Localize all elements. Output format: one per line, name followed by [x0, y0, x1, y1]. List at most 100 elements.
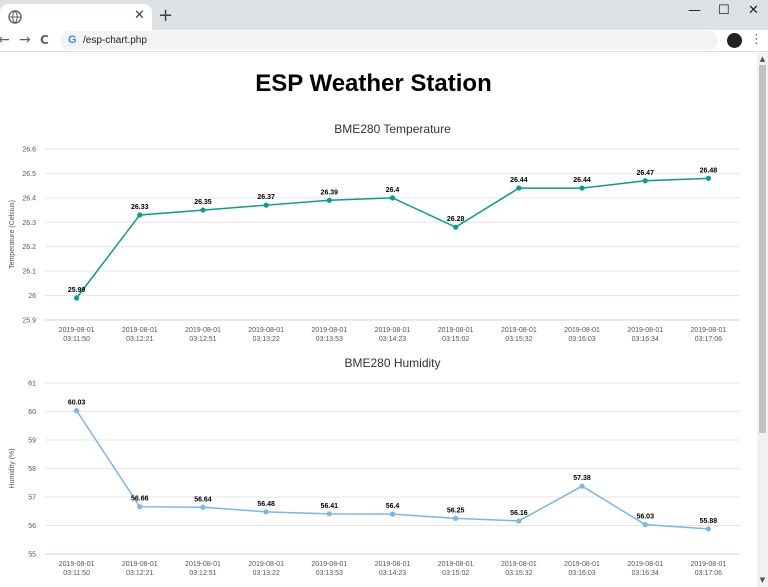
data-point: [642, 522, 648, 528]
x-tick-time: 03:15:02: [442, 336, 469, 343]
data-label: 26.4: [386, 187, 400, 194]
x-tick-date: 2019-08-01: [248, 327, 284, 334]
forward-button[interactable]: →: [19, 32, 31, 48]
profile-avatar[interactable]: [727, 33, 742, 48]
close-window-button[interactable]: ✕: [748, 3, 759, 18]
globe-icon: [8, 10, 22, 24]
x-tick-date: 2019-08-01: [375, 327, 411, 334]
data-label: 55.88: [700, 518, 718, 525]
data-point: [326, 197, 332, 203]
data-point: [579, 483, 585, 489]
data-point: [200, 207, 206, 213]
browser-tab[interactable]: ✕: [0, 4, 152, 30]
x-tick-date: 2019-08-01: [122, 327, 158, 334]
data-label: 56.4: [386, 503, 400, 510]
maximize-button[interactable]: ☐: [718, 3, 730, 18]
data-label: 26.44: [573, 177, 591, 184]
chart-title: BME280 Temperature: [334, 122, 451, 136]
x-tick-time: 03:15:32: [505, 570, 532, 577]
x-tick-date: 2019-08-01: [501, 327, 537, 334]
scroll-down-arrow-icon[interactable]: ▼: [759, 576, 766, 584]
data-label: 26.44: [510, 177, 528, 184]
data-point: [516, 185, 522, 191]
data-label: 26.35: [194, 199, 212, 206]
browser-toolbar: ← → C G /esp-chart.php ⋮: [0, 30, 768, 52]
x-tick-date: 2019-08-01: [59, 327, 95, 334]
x-tick-time: 03:16:34: [632, 570, 659, 577]
data-point: [642, 178, 648, 184]
y-tick-label: 26.2: [22, 244, 36, 251]
temperature-chart: BME280 Temperature 25.9 26 26.1 26.2 26.3 26.4…: [9, 122, 740, 343]
data-label: 56.41: [321, 503, 339, 510]
x-tick-date: 2019-08-01: [185, 327, 221, 334]
scroll-thumb[interactable]: [759, 65, 766, 433]
x-tick-date: 2019-08-01: [564, 327, 600, 334]
new-tab-button[interactable]: +: [158, 5, 174, 26]
y-tick-label: 56: [28, 523, 36, 530]
reload-button[interactable]: C: [40, 33, 49, 47]
y-tick-label: 26: [28, 293, 36, 300]
x-tick-time: 03:12:51: [189, 570, 216, 577]
data-point: [137, 212, 143, 218]
x-tick-time: 03:12:21: [126, 570, 153, 577]
minimize-button[interactable]: —: [688, 3, 701, 18]
x-tick-date: 2019-08-01: [501, 561, 537, 568]
y-tick-label: 26.4: [22, 195, 36, 202]
x-tick-date: 2019-08-01: [375, 561, 411, 568]
series-line: [75, 410, 709, 530]
data-point: [705, 175, 712, 181]
y-tick-label: 26.1: [22, 269, 36, 276]
y-tick-label: 55: [28, 552, 36, 559]
back-button[interactable]: ←: [0, 32, 10, 48]
x-tick-time: 03:13:22: [253, 570, 280, 577]
x-tick-time: 03:14:23: [379, 570, 406, 577]
page-scrollbar[interactable]: ▲ ▼: [757, 53, 768, 587]
x-tick-date: 2019-08-01: [185, 561, 221, 568]
data-label: 26.48: [700, 167, 718, 174]
data-label: 60.03: [68, 400, 86, 407]
x-tick-date: 2019-08-01: [564, 561, 600, 568]
y-tick-label: 57: [28, 495, 36, 502]
x-tick-time: 03:13:22: [253, 336, 280, 343]
x-tick-date: 2019-08-01: [627, 327, 663, 334]
data-point: [705, 526, 712, 532]
x-tick-date: 2019-08-01: [691, 327, 727, 334]
url-text[interactable]: /esp-chart.php: [83, 35, 147, 46]
data-label: 56.16: [510, 510, 528, 517]
x-tick-time: 03:16:03: [568, 336, 595, 343]
data-point: [200, 504, 206, 510]
data-label: 56.64: [194, 496, 212, 503]
data-label: 25.99: [68, 287, 86, 294]
y-tick-label: 58: [28, 466, 36, 473]
x-tick-date: 2019-08-01: [691, 561, 727, 568]
page-content: ESP Weather Station BME280 Temperature 25…: [0, 53, 757, 587]
chart-title: BME280 Humidity: [344, 356, 440, 370]
page-title: ESP Weather Station: [255, 70, 492, 97]
x-tick-date: 2019-08-01: [59, 561, 95, 568]
browser-menu-icon[interactable]: ⋮: [750, 32, 763, 47]
y-axis-label: Humidity (%): [9, 448, 16, 488]
x-tick-date: 2019-08-01: [438, 327, 474, 334]
y-tick-label: 60: [28, 409, 36, 416]
x-tick-time: 03:11:50: [63, 336, 90, 343]
data-label: 26.28: [447, 216, 465, 223]
tab-strip: ✕ + — ☐ ✕: [0, 0, 768, 30]
x-tick-time: 03:15:32: [505, 336, 532, 343]
data-label: 26.33: [131, 204, 149, 211]
humidity-chart: BME280 Humidity 55 56 57 58 59 60 61 Humidity (%…: [9, 356, 740, 577]
data-point: [453, 515, 459, 521]
data-label: 56.03: [636, 514, 654, 521]
x-tick-time: 03:12:51: [189, 336, 216, 343]
data-point: [73, 295, 80, 301]
address-bar[interactable]: G /esp-chart.php: [60, 31, 718, 50]
data-label: 26.39: [321, 189, 339, 196]
data-point: [516, 518, 522, 524]
scroll-up-arrow-icon[interactable]: ▲: [759, 55, 766, 63]
y-tick-label: 61: [28, 381, 36, 388]
x-tick-date: 2019-08-01: [248, 561, 284, 568]
x-tick-date: 2019-08-01: [311, 327, 347, 334]
x-tick-time: 03:16:34: [632, 336, 659, 343]
data-point: [73, 408, 80, 414]
tab-close-icon[interactable]: ✕: [134, 8, 145, 23]
